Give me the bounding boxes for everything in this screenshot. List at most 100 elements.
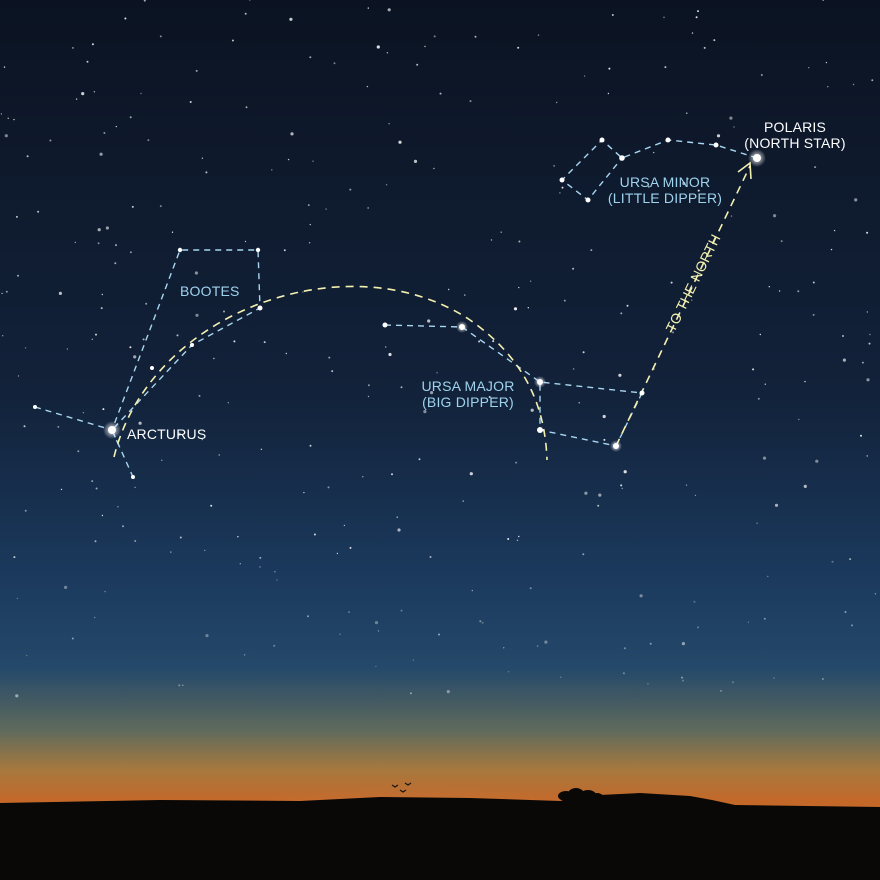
- background-star: [436, 372, 438, 374]
- background-star: [397, 528, 401, 532]
- background-star: [100, 307, 103, 310]
- background-star: [697, 10, 699, 13]
- background-star: [582, 553, 585, 556]
- background-star: [24, 509, 27, 512]
- background-star: [544, 640, 548, 644]
- background-star: [703, 46, 706, 49]
- background-star: [597, 504, 600, 507]
- background-star: [732, 681, 734, 684]
- background-star: [4, 134, 8, 138]
- background-star: [849, 558, 852, 561]
- background-star: [263, 341, 266, 344]
- background-star: [49, 139, 52, 142]
- background-star: [398, 140, 402, 144]
- label-ursa-major: URSA MAJOR (BIG DIPPER): [410, 378, 526, 410]
- background-star: [681, 642, 686, 646]
- background-star: [812, 281, 815, 284]
- background-star: [349, 188, 352, 191]
- background-star: [131, 205, 134, 208]
- background-star: [198, 394, 201, 397]
- background-star: [529, 587, 532, 590]
- background-star: [15, 694, 19, 698]
- background-star: [176, 334, 179, 337]
- background-star: [561, 186, 564, 189]
- background-star: [82, 412, 85, 414]
- north-star-name: (NORTH STAR): [744, 135, 846, 151]
- background-star: [13, 556, 16, 559]
- background-star: [143, 0, 146, 2]
- background-star: [101, 293, 104, 296]
- background-star: [513, 307, 518, 311]
- background-star: [129, 346, 132, 349]
- background-star: [830, 248, 833, 251]
- background-star: [367, 395, 370, 398]
- background-star: [670, 281, 673, 284]
- background-star: [239, 563, 241, 565]
- background-star: [231, 39, 234, 42]
- label-polaris: POLARIS (NORTH STAR): [733, 119, 857, 151]
- background-star: [518, 286, 520, 289]
- background-star: [117, 506, 119, 508]
- background-star: [129, 116, 132, 119]
- background-star: [349, 546, 352, 549]
- background-star: [697, 189, 700, 192]
- background-star: [189, 101, 192, 103]
- background-star: [91, 480, 94, 483]
- background-star: [623, 470, 627, 474]
- background-star: [195, 313, 199, 317]
- background-star: [854, 198, 858, 202]
- background-star: [866, 311, 868, 313]
- background-star: [767, 575, 769, 578]
- background-star: [244, 12, 247, 15]
- background-star: [694, 494, 697, 497]
- background-stars: [0, 0, 877, 698]
- background-star: [759, 333, 761, 336]
- background-star: [653, 151, 655, 154]
- background-star: [328, 356, 331, 359]
- background-star: [366, 85, 369, 88]
- background-star: [518, 535, 520, 538]
- background-star: [367, 384, 370, 387]
- background-star: [227, 402, 229, 404]
- background-star: [24, 347, 27, 349]
- background-star: [682, 181, 686, 186]
- background-star: [578, 402, 580, 404]
- background-star: [201, 438, 203, 441]
- background-star: [26, 654, 28, 657]
- background-star: [584, 491, 588, 495]
- birds: [391, 782, 412, 793]
- background-star: [672, 331, 674, 334]
- background-star: [478, 340, 481, 343]
- background-star: [763, 617, 766, 620]
- background-star: [385, 346, 387, 348]
- background-star: [427, 319, 431, 323]
- background-star: [223, 310, 225, 313]
- background-star: [869, 333, 871, 336]
- background-star: [572, 368, 575, 370]
- background-star: [733, 126, 735, 128]
- background-star: [590, 249, 593, 252]
- background-star: [471, 589, 473, 592]
- background-star: [259, 556, 262, 559]
- background-star: [81, 92, 85, 96]
- background-star: [5, 290, 8, 293]
- background-star: [213, 357, 215, 360]
- background-star: [503, 647, 505, 649]
- background-star: [821, 678, 824, 680]
- background-star: [693, 600, 696, 603]
- background-star: [682, 679, 684, 682]
- ground-silhouette: [0, 793, 880, 880]
- background-star: [844, 611, 847, 613]
- pointer-to-polaris: [615, 165, 751, 447]
- background-star: [37, 210, 40, 213]
- background-star: [400, 386, 403, 389]
- background-star: [842, 358, 847, 362]
- background-star: [691, 299, 693, 301]
- background-star: [639, 594, 643, 598]
- background-star: [388, 352, 392, 357]
- background-star: [424, 45, 426, 48]
- background-star: [620, 484, 623, 487]
- background-star: [647, 683, 649, 685]
- background-star: [159, 205, 162, 208]
